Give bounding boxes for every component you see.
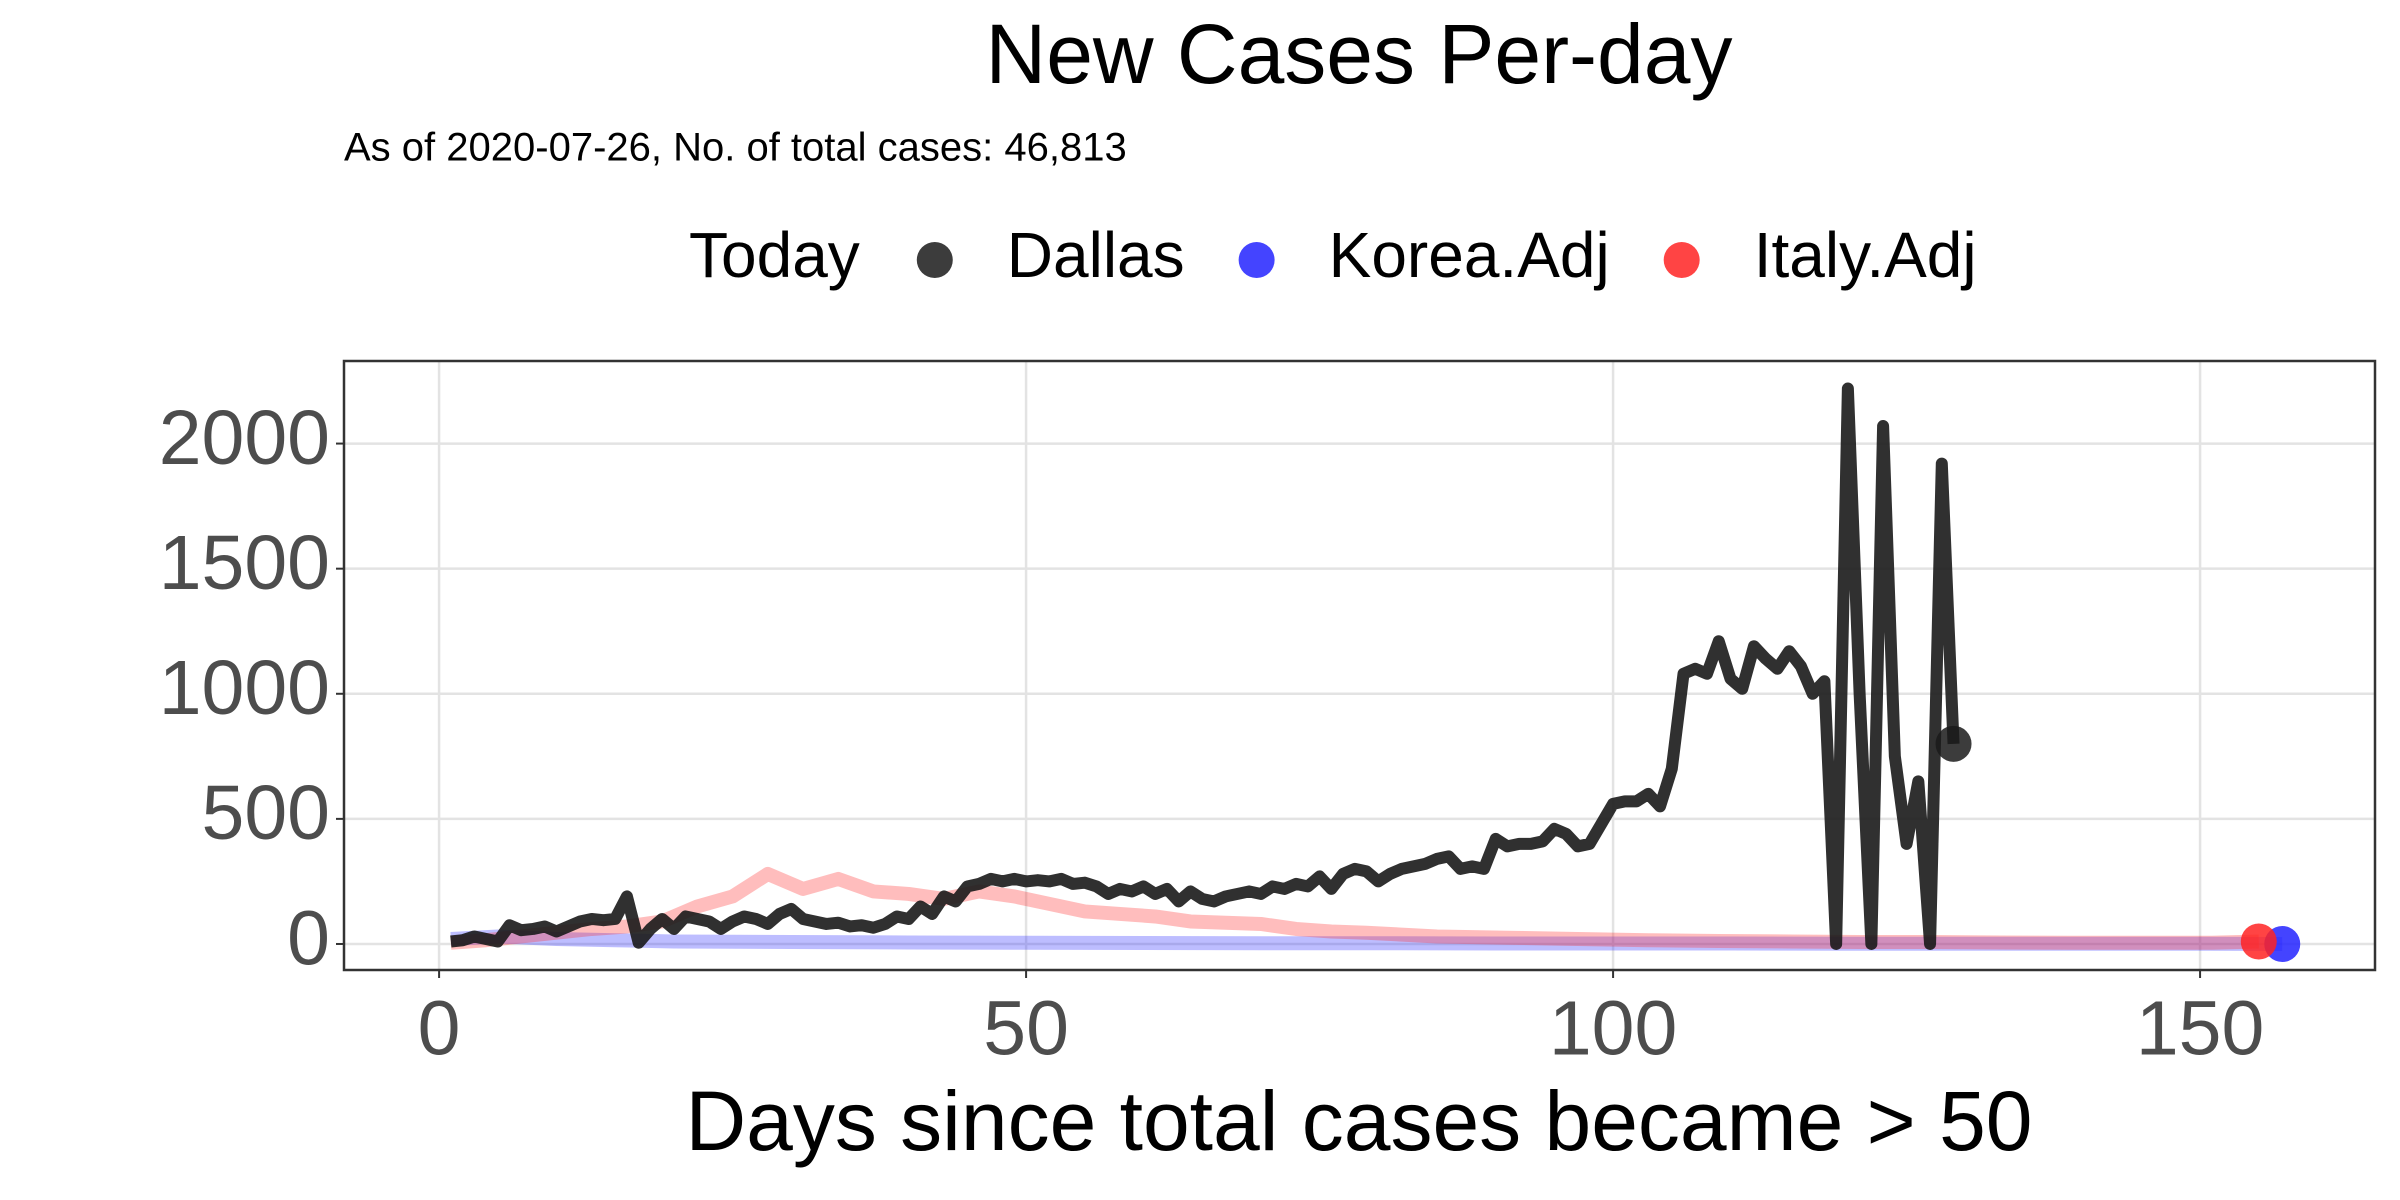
y-tick-label: 500	[202, 770, 330, 856]
y-tick-label: 0	[287, 895, 330, 981]
series-line	[450, 929, 2283, 951]
x-tick-label: 50	[983, 985, 1069, 1071]
chart-subtitle: As of 2020-07-26, No. of total cases: 46…	[344, 126, 1127, 170]
today-point	[1935, 725, 1972, 762]
today-point	[2240, 923, 2277, 960]
legend-label: Italy.Adj	[1754, 219, 1977, 291]
legend-label: Korea.Adj	[1329, 219, 1610, 291]
legend-marker	[1663, 242, 1700, 278]
y-tick-label: 1000	[159, 645, 330, 731]
series-line	[450, 382, 1960, 950]
plot-background	[344, 361, 2375, 970]
plot-border	[342, 359, 2377, 972]
x-tick-label: 0	[418, 985, 461, 1071]
x-tick-label: 100	[1549, 985, 1677, 1071]
x-axis-title: Days since total cases became > 50	[685, 1074, 2032, 1168]
y-tick-label: 1500	[159, 520, 330, 606]
chart-title: New Cases Per-day	[986, 7, 1733, 101]
legend-marker	[916, 242, 953, 278]
legend-label: Dallas	[1007, 219, 1185, 291]
legend-title: Today	[689, 219, 860, 291]
legend-marker	[1238, 242, 1275, 278]
y-tick-label: 2000	[159, 395, 330, 481]
x-tick-label: 150	[2136, 985, 2264, 1071]
